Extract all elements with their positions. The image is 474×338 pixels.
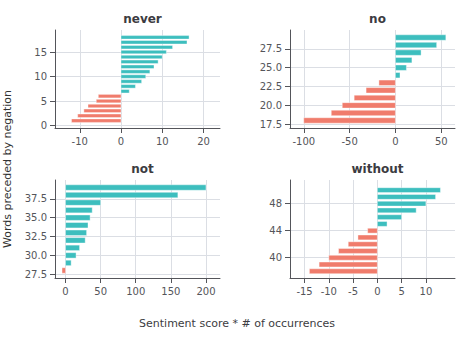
svg-text:20: 20 xyxy=(197,136,210,147)
svg-text:5: 5 xyxy=(398,286,404,297)
svg-text:44: 44 xyxy=(269,225,282,236)
svg-text:27.5: 27.5 xyxy=(260,43,282,54)
svg-text:48: 48 xyxy=(269,198,282,209)
svg-text:without: without xyxy=(351,162,403,176)
svg-text:0: 0 xyxy=(62,286,68,297)
svg-text:32.5: 32.5 xyxy=(25,231,47,242)
svg-text:5: 5 xyxy=(41,96,47,107)
svg-text:150: 150 xyxy=(161,286,180,297)
svg-text:50: 50 xyxy=(94,286,107,297)
svg-text:0: 0 xyxy=(118,136,124,147)
svg-text:0: 0 xyxy=(374,286,380,297)
svg-text:20.0: 20.0 xyxy=(260,100,282,111)
svg-text:100: 100 xyxy=(126,286,145,297)
svg-text:no: no xyxy=(369,12,386,26)
svg-text:50: 50 xyxy=(435,136,448,147)
svg-text:30.0: 30.0 xyxy=(25,250,47,261)
svg-text:40: 40 xyxy=(269,252,282,263)
svg-text:not: not xyxy=(131,162,154,176)
svg-text:-10: -10 xyxy=(72,136,88,147)
svg-text:200: 200 xyxy=(196,286,215,297)
svg-text:never: never xyxy=(123,12,162,26)
svg-text:35.0: 35.0 xyxy=(25,212,47,223)
svg-text:0: 0 xyxy=(392,136,398,147)
svg-text:37.5: 37.5 xyxy=(25,193,47,204)
svg-text:27.5: 27.5 xyxy=(25,269,47,280)
svg-text:22.5: 22.5 xyxy=(260,81,282,92)
svg-text:17.5: 17.5 xyxy=(260,119,282,130)
svg-text:Words preceded by negation: Words preceded by negation xyxy=(1,90,14,248)
svg-text:Sentiment score * # of occurre: Sentiment score * # of occurrences xyxy=(139,317,335,330)
svg-text:0: 0 xyxy=(41,120,47,131)
svg-text:25.0: 25.0 xyxy=(260,62,282,73)
svg-text:10: 10 xyxy=(156,136,169,147)
svg-text:-10: -10 xyxy=(321,286,337,297)
svg-text:15: 15 xyxy=(34,47,47,58)
svg-text:-15: -15 xyxy=(296,286,312,297)
svg-text:10: 10 xyxy=(34,71,47,82)
svg-text:-50: -50 xyxy=(341,136,357,147)
svg-text:-100: -100 xyxy=(292,136,315,147)
svg-text:-5: -5 xyxy=(348,286,358,297)
svg-text:10: 10 xyxy=(420,286,433,297)
